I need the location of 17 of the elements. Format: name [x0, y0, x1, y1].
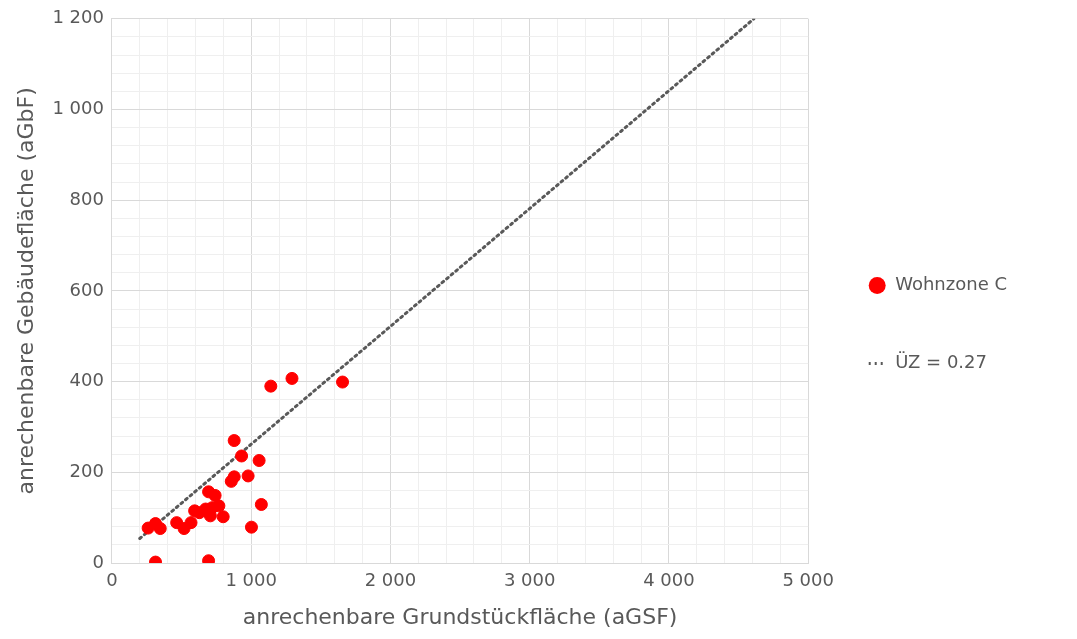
x-axis-title: anrechenbare Grundstückfläche (aGSF)	[242, 603, 678, 629]
y-tick-label: 200	[69, 459, 104, 481]
x-tick-label: 2 000	[364, 569, 417, 591]
x-tick-label: 5 000	[782, 569, 834, 591]
y-tick-label: 800	[69, 187, 104, 209]
x-tick-label: 1 000	[225, 569, 277, 591]
legend-label: Wohnzone C	[895, 273, 1008, 295]
x-tick-label: 3 000	[503, 569, 556, 591]
y-tick-label: 1 000	[52, 97, 104, 119]
legend-label: ÜZ = 0.27	[895, 351, 987, 373]
y-tick-label: 400	[69, 369, 104, 391]
y-axis-title: anrechenbare Gebäudefläche (aGbF)	[12, 87, 38, 495]
y-tick-label: 600	[69, 278, 104, 300]
y-tick-label: 0	[92, 550, 104, 572]
x-tick-label: 0	[106, 569, 118, 591]
y-tick-label: 1 200	[52, 6, 104, 28]
x-tick-label: 4 000	[643, 569, 695, 591]
